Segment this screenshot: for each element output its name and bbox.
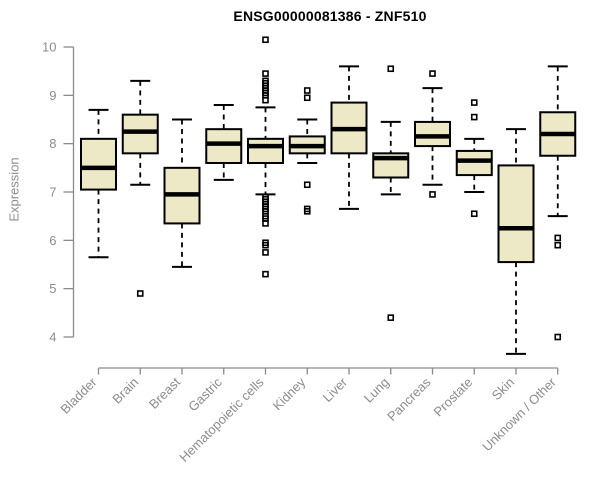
outlier-point-hematopoietic-cells xyxy=(262,36,269,44)
y-axis-tick-label: 6 xyxy=(49,233,56,248)
x-axis-label-brain: Brain xyxy=(109,375,141,407)
x-axis-label-skin: Skin xyxy=(489,375,517,403)
x-axis-label-bladder: Bladder xyxy=(57,374,100,417)
outlier-point-hematopoietic-cells xyxy=(262,249,269,256)
y-axis-tick-label: 8 xyxy=(49,136,56,151)
outlier-point-pancreas xyxy=(429,70,436,77)
outlier-point-kidney xyxy=(303,94,311,102)
x-axis-label-pancreas: Pancreas xyxy=(384,374,434,424)
x-axis-label-prostate: Prostate xyxy=(431,375,476,420)
chart-title: ENSG00000081386 - ZNF510 xyxy=(233,8,427,24)
outlier-point-kidney xyxy=(303,87,311,94)
outlier-point-hematopoietic-cells xyxy=(262,96,269,104)
x-axis-label-kidney: Kidney xyxy=(270,374,309,413)
outlier-point-unknown-other xyxy=(554,333,562,341)
outlier-point-lung xyxy=(387,65,395,73)
box-hematopoietic-cells xyxy=(247,137,284,164)
outlier-point-unknown-other xyxy=(554,234,562,242)
box-gastric xyxy=(205,128,243,165)
y-axis-tick-label: 9 xyxy=(49,88,56,103)
outlier-point-prostate xyxy=(470,113,478,121)
box-brain xyxy=(121,113,159,155)
outlier-point-lung xyxy=(387,314,395,321)
x-axis-label-unknown-other: Unknown / Other xyxy=(479,374,559,454)
x-axis-label-liver: Liver xyxy=(320,374,351,405)
x-axis-label-gastric: Gastric xyxy=(185,374,225,414)
outlier-point-unknown-other xyxy=(554,241,562,249)
outlier-point-pancreas xyxy=(429,191,436,198)
box-skin xyxy=(497,164,535,264)
x-axis-label-lung: Lung xyxy=(361,375,392,406)
outlier-point-prostate xyxy=(470,99,478,106)
x-axis-label-breast: Breast xyxy=(146,374,183,411)
outlier-point-hematopoietic-cells xyxy=(262,70,269,77)
y-axis-tick-label: 7 xyxy=(49,185,56,200)
outlier-point-brain xyxy=(136,290,144,297)
y-axis-tick-label: 10 xyxy=(42,40,56,55)
box-pancreas xyxy=(414,120,451,148)
outlier-point-hematopoietic-cells xyxy=(262,241,269,249)
outlier-point-kidney xyxy=(303,208,311,215)
y-axis-tick-label: 4 xyxy=(49,330,56,345)
outlier-point-kidney xyxy=(303,181,311,189)
outlier-point-hematopoietic-cells xyxy=(262,220,269,227)
outlier-point-hematopoietic-cells xyxy=(262,270,269,278)
y-axis-tick-label: 5 xyxy=(49,281,56,296)
box-prostate xyxy=(455,149,493,177)
box-bladder xyxy=(80,137,117,191)
outlier-point-prostate xyxy=(470,210,478,218)
